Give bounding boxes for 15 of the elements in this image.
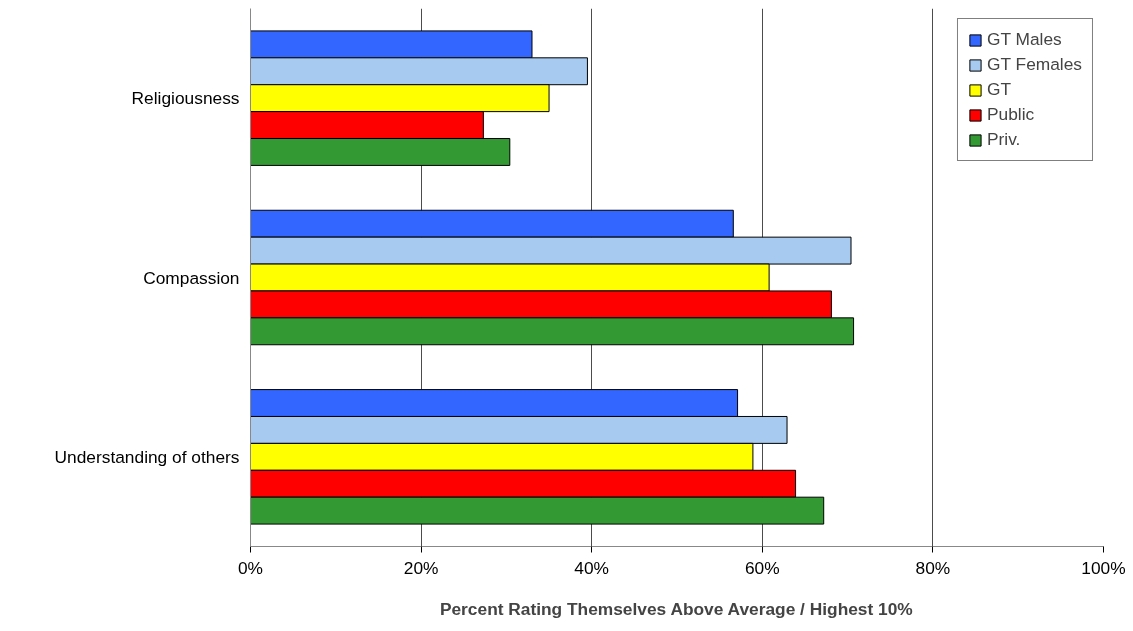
y-tick-label: Religiousness	[131, 88, 240, 109]
x-tick-label: 20%	[403, 557, 439, 578]
legend-label: GT Males	[986, 29, 1062, 50]
legend-label: Priv.	[986, 129, 1021, 150]
legend-label: GT	[986, 79, 1012, 100]
legend-label: Public	[986, 104, 1035, 125]
x-axis-title: Percent Rating Themselves Above Average / Highest 10%	[439, 598, 913, 619]
x-tick-label: 0%	[237, 557, 264, 578]
x-tick-label: 60%	[744, 557, 780, 578]
y-tick-label: Compassion	[143, 267, 240, 288]
x-tick-label: 40%	[574, 557, 610, 578]
x-tick-label: 80%	[915, 557, 951, 578]
y-tick-label: Understanding of others	[54, 446, 240, 467]
legend-label: GT Females	[986, 54, 1082, 75]
x-tick-label: 100%	[1081, 557, 1126, 578]
